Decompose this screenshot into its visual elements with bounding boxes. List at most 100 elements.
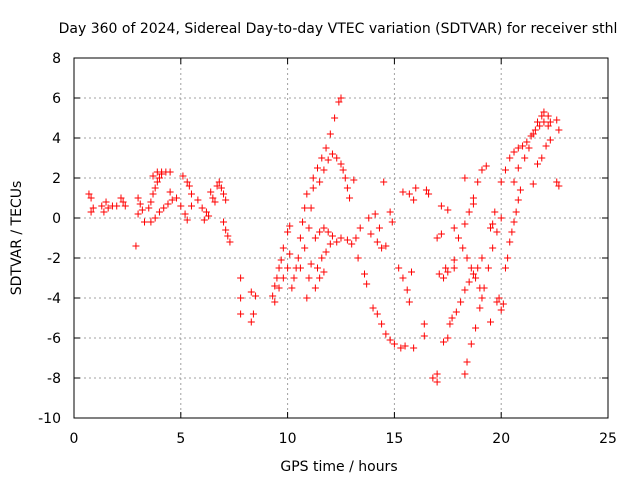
data-point: [461, 174, 469, 182]
data-point: [333, 238, 341, 246]
data-point: [307, 260, 315, 268]
data-point: [98, 202, 106, 210]
data-point: [279, 244, 287, 252]
data-point: [401, 342, 409, 350]
x-tick-label: 20: [492, 431, 510, 447]
data-point: [546, 136, 554, 144]
data-point: [356, 224, 364, 232]
data-point: [155, 208, 163, 216]
data-point: [382, 242, 390, 250]
data-point: [237, 310, 245, 318]
data-point: [341, 174, 349, 182]
data-point: [209, 194, 217, 202]
data-point: [459, 244, 467, 252]
data-point: [380, 178, 388, 186]
data-point: [181, 210, 189, 218]
data-point: [474, 264, 482, 272]
x-tick-label: 15: [385, 431, 403, 447]
data-point: [271, 282, 279, 290]
data-point: [179, 172, 187, 180]
data-point: [352, 234, 360, 242]
data-point: [290, 274, 298, 282]
data-point: [153, 178, 161, 186]
data-point: [448, 314, 456, 322]
data-point: [271, 298, 279, 306]
data-point: [433, 370, 441, 378]
data-point: [85, 190, 93, 198]
data-point: [326, 240, 334, 248]
data-point: [373, 310, 381, 318]
data-point: [307, 204, 315, 212]
data-points: [85, 94, 563, 386]
data-point: [343, 184, 351, 192]
data-point: [390, 340, 398, 348]
data-point: [183, 178, 191, 186]
data-point: [399, 274, 407, 282]
data-point: [335, 98, 343, 106]
data-point: [326, 130, 334, 138]
data-point: [316, 228, 324, 236]
data-point: [296, 234, 304, 242]
data-point: [540, 108, 548, 116]
data-point: [354, 254, 362, 262]
data-point: [155, 174, 163, 182]
data-point: [140, 218, 148, 226]
data-point: [365, 214, 373, 222]
x-tick-label: 25: [599, 431, 617, 447]
data-point: [403, 286, 411, 294]
data-point: [237, 274, 245, 282]
data-point: [339, 166, 347, 174]
y-tick-label: -4: [47, 291, 61, 307]
data-point: [226, 238, 234, 246]
data-point: [121, 202, 129, 210]
data-point: [286, 222, 294, 230]
data-point: [433, 378, 441, 386]
data-point: [422, 186, 430, 194]
data-point: [410, 344, 418, 352]
data-point: [314, 164, 322, 172]
data-point: [375, 224, 383, 232]
data-point: [328, 150, 336, 158]
data-point: [446, 320, 454, 328]
data-point: [213, 182, 221, 190]
data-point: [478, 254, 486, 262]
data-point: [523, 138, 531, 146]
data-point: [437, 202, 445, 210]
data-point: [536, 122, 544, 130]
data-point: [440, 274, 448, 282]
data-point: [173, 194, 181, 202]
data-point: [305, 274, 313, 282]
data-point: [303, 190, 311, 198]
data-point: [249, 310, 257, 318]
data-point: [540, 118, 548, 126]
data-point: [420, 320, 428, 328]
data-point: [478, 166, 486, 174]
data-point: [132, 242, 140, 250]
data-point: [324, 228, 332, 236]
data-point: [467, 264, 475, 272]
data-point: [544, 112, 552, 120]
data-point: [149, 172, 157, 180]
data-point: [337, 94, 345, 102]
y-tick-label: 6: [52, 91, 61, 107]
data-point: [275, 284, 283, 292]
data-point: [346, 194, 354, 202]
y-tick-label: -6: [47, 331, 61, 347]
data-point: [301, 204, 309, 212]
data-point: [437, 230, 445, 238]
data-point: [487, 224, 495, 232]
data-point: [452, 308, 460, 316]
data-point: [87, 194, 95, 202]
data-point: [320, 224, 328, 232]
data-point: [314, 264, 322, 272]
data-point: [435, 270, 443, 278]
data-point: [538, 112, 546, 120]
data-point: [491, 208, 499, 216]
data-point: [324, 156, 332, 164]
data-point: [322, 144, 330, 152]
data-point: [382, 330, 390, 338]
data-point: [461, 220, 469, 228]
data-point: [508, 228, 516, 236]
data-point: [544, 122, 552, 130]
data-point: [311, 234, 319, 242]
